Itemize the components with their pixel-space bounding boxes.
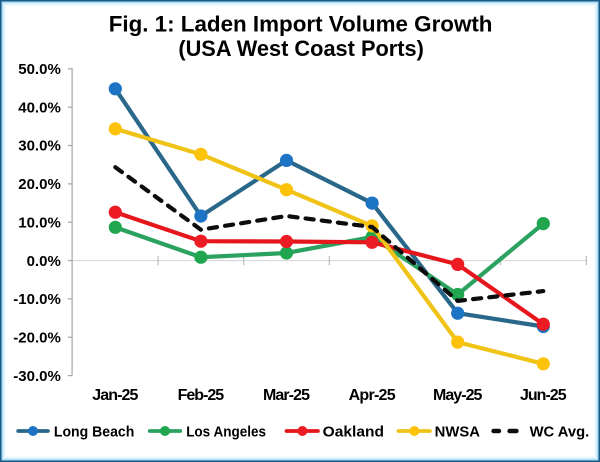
svg-text:50.0%: 50.0%	[18, 61, 61, 78]
svg-text:-30.0%: -30.0%	[13, 368, 61, 385]
svg-text:Long Beach: Long Beach	[54, 424, 134, 440]
svg-text:Apr-25: Apr-25	[349, 387, 396, 404]
svg-text:Feb-25: Feb-25	[178, 387, 225, 404]
svg-text:0.0%: 0.0%	[27, 253, 61, 270]
svg-text:WC Avg.: WC Avg.	[530, 424, 590, 440]
svg-text:Jun-25: Jun-25	[520, 387, 567, 404]
svg-text:(USA West Coast Ports): (USA West Coast Ports)	[178, 36, 424, 61]
svg-text:Oakland: Oakland	[323, 424, 384, 440]
svg-text:40.0%: 40.0%	[18, 99, 61, 116]
svg-text:-20.0%: -20.0%	[13, 329, 61, 346]
svg-text:Fig. 1: Laden Import Volume Gr: Fig. 1: Laden Import Volume Growth	[109, 12, 493, 37]
svg-text:Mar-25: Mar-25	[263, 387, 310, 404]
svg-text:20.0%: 20.0%	[18, 176, 61, 193]
svg-text:30.0%: 30.0%	[18, 138, 61, 155]
svg-text:-10.0%: -10.0%	[13, 291, 61, 308]
svg-text:NWSA: NWSA	[435, 424, 481, 440]
svg-text:May-25: May-25	[433, 387, 483, 404]
svg-text:Jan-25: Jan-25	[92, 387, 138, 404]
svg-text:Los Angeles: Los Angeles	[186, 424, 266, 440]
svg-text:10.0%: 10.0%	[18, 214, 61, 231]
